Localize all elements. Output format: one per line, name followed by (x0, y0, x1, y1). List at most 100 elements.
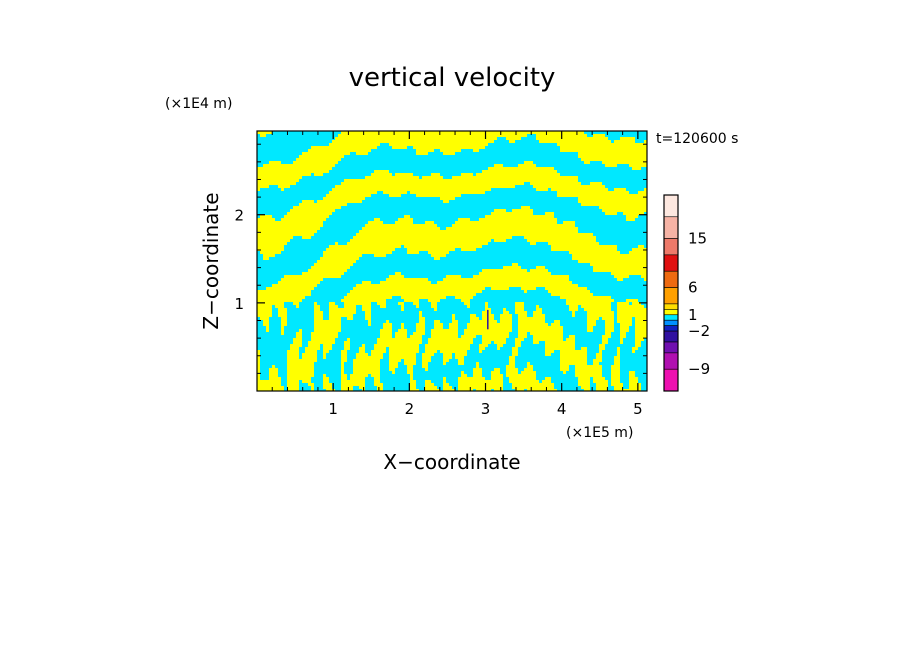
field-cell (590, 161, 603, 165)
field-cell (434, 221, 456, 225)
field-cell (341, 359, 348, 363)
field-cell (575, 335, 603, 339)
field-cell (302, 356, 318, 360)
field-cell (353, 389, 363, 391)
field-cell (329, 350, 342, 354)
field-cell (482, 350, 513, 354)
field-cell (380, 362, 390, 366)
field-cell (416, 149, 435, 153)
field-cell (599, 242, 647, 246)
field-cell (518, 350, 546, 354)
field-cell (620, 368, 647, 372)
field-cell (641, 344, 647, 348)
field-cell (515, 311, 528, 315)
field-cell (584, 161, 591, 165)
field-cell (413, 173, 432, 177)
field-cell (608, 188, 615, 192)
field-cell (257, 266, 312, 270)
field-cell (443, 389, 456, 391)
field-cell (410, 383, 417, 387)
field-cell (353, 365, 381, 369)
field-cell (458, 218, 471, 222)
field-cell (596, 386, 609, 390)
field-cell (551, 380, 579, 384)
field-cell (632, 320, 636, 324)
field-cell (509, 335, 519, 339)
field-cell (473, 296, 561, 300)
field-cell (461, 371, 465, 375)
field-cell (365, 317, 372, 321)
field-cell (584, 308, 612, 312)
field-cell (365, 197, 441, 201)
field-cell (536, 188, 549, 192)
field-cell (512, 386, 555, 390)
field-cell (428, 365, 477, 369)
field-cell (611, 377, 621, 381)
field-cell (269, 320, 282, 324)
field-cell (587, 311, 615, 315)
field-cell (395, 368, 408, 372)
field-cell (476, 365, 480, 369)
field-cell (395, 332, 408, 336)
field-cell (257, 290, 312, 294)
field-cell (257, 347, 291, 351)
field-cell (299, 383, 309, 387)
field-cell (440, 227, 447, 231)
field-cell (443, 323, 450, 327)
field-cell (608, 383, 612, 387)
field-cell (575, 344, 600, 348)
field-cell (584, 131, 647, 135)
field-cell (365, 344, 375, 348)
field-cell (290, 239, 351, 243)
field-cell (521, 206, 531, 210)
field-cell (395, 272, 402, 276)
field-cell (332, 140, 495, 144)
field-cell (524, 368, 534, 372)
field-cell (281, 317, 288, 321)
field-cell (257, 209, 291, 213)
field-cell (401, 326, 405, 330)
field-cell (296, 158, 342, 162)
field-cell (602, 182, 647, 186)
field-cell (554, 215, 627, 219)
field-cell (500, 347, 513, 351)
field-cell (278, 374, 288, 378)
field-cell (314, 386, 324, 390)
field-cell (314, 320, 342, 324)
field-cell (587, 359, 594, 363)
field-cell (644, 245, 647, 249)
field-cell (419, 251, 429, 255)
field-cell (611, 368, 621, 372)
field-cell (614, 356, 621, 360)
field-cell (293, 338, 303, 342)
field-cell (389, 320, 420, 324)
field-cell (611, 371, 621, 375)
field-cell (362, 344, 366, 348)
field-cell (488, 302, 516, 306)
field-cell (506, 371, 519, 375)
field-cell (587, 314, 615, 318)
field-cell (257, 140, 333, 144)
field-cell (278, 281, 321, 285)
field-cell (560, 146, 647, 150)
field-cell (257, 356, 261, 360)
field-cell (560, 359, 588, 363)
field-cell (287, 389, 300, 391)
field-cell (485, 308, 492, 312)
field-cell (608, 341, 621, 345)
field-cell (323, 278, 387, 282)
field-cell (344, 362, 354, 366)
field-cell (311, 266, 351, 270)
field-cell (257, 212, 288, 216)
field-cell (365, 386, 378, 390)
field-cell (455, 356, 465, 360)
field-cell (323, 314, 330, 318)
field-cell (257, 281, 279, 285)
field-cell (431, 380, 444, 384)
field-cell (512, 236, 525, 240)
field-cell (299, 356, 303, 360)
field-cell (617, 311, 647, 315)
field-cell (611, 332, 621, 336)
field-cell (257, 149, 309, 153)
